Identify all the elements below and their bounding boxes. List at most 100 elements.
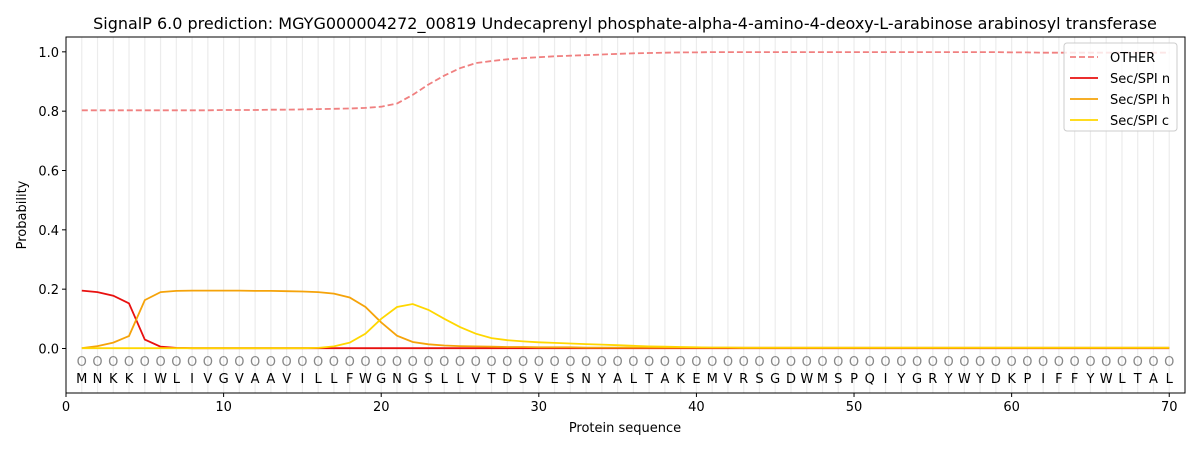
residue-label: S [519,372,527,387]
residue-label: I [300,372,304,387]
y-tick-label: 0.6 [38,165,59,180]
residue-label: N [392,372,402,387]
residue-label: Q [865,372,875,387]
plot-frame [65,36,1186,394]
position-marker: O [754,355,764,370]
position-marker: O [959,355,969,370]
residue-label: S [755,372,763,387]
y-axis-label: Probability [15,180,30,249]
residue-label: N [93,372,103,387]
position-marker: O [1164,355,1174,370]
residue-label: A [1149,372,1158,387]
position-marker: O [849,355,859,370]
position-marker: O [896,355,906,370]
residue-label: L [456,372,464,387]
residue-label: D [786,372,796,387]
position-marker: O [471,355,481,370]
position-marker: O [250,355,260,370]
y-tick-label: 0.0 [38,343,59,358]
residue-label: R [928,372,937,387]
position-marker: O [613,355,623,370]
residue-label: F [346,372,353,387]
residue-label: K [125,372,134,387]
x-tick-label: 40 [688,400,705,415]
y-tick-label: 0.8 [38,105,59,120]
residue-label: D [991,372,1001,387]
residue-label: T [487,372,496,387]
residue-label: T [644,372,653,387]
position-marker: O [676,355,686,370]
position-marker: O [802,355,812,370]
position-marker: O [691,355,701,370]
position-marker: O [234,355,244,370]
residue-label: Y [597,372,606,387]
residue-label: A [266,372,275,387]
position-marker: O [912,355,922,370]
position-marker: O [171,355,181,370]
residue-label: A [613,372,622,387]
series-line-sec-spi-c [81,303,1170,350]
position-marker: O [644,355,654,370]
residue-label: F [1055,372,1062,387]
residue-label: K [676,372,685,387]
residue-label: G [770,372,780,387]
position-marker: O [1038,355,1048,370]
residue-label: A [251,372,260,387]
x-tick-label: 70 [1161,400,1178,415]
x-tick-label: 60 [1003,400,1020,415]
legend-box [1063,42,1178,132]
x-axis-ticks: 0 10 20 30 40 50 60 70 [62,393,1178,415]
position-marker: O [266,355,276,370]
residue-label: S [566,372,574,387]
legend-label: Sec/SPI h [1110,93,1170,108]
position-marker: O [140,355,150,370]
residue-label: G [912,372,922,387]
position-marker: O [297,355,307,370]
residue-label: Y [896,372,905,387]
residue-label: P [850,372,858,387]
position-marker: O [392,355,402,370]
position-marker: O [723,355,733,370]
position-marker: O [376,355,386,370]
residue-label: V [235,372,244,387]
residue-label: M [76,372,87,387]
series-line-sec-spi-h [81,289,1170,350]
position-marker: O [455,355,465,370]
legend-label: Sec/SPI n [1110,72,1170,87]
residue-label: Y [975,372,984,387]
position-marker: O [628,355,638,370]
residue-label: G [376,372,386,387]
residue-label: E [692,372,700,387]
position-marker: O [92,355,102,370]
legend: OTHER Sec/SPI n Sec/SPI h Sec/SPI c [1063,42,1178,132]
position-marker: O [865,355,875,370]
residue-label: V [282,372,291,387]
position-marker: O [770,355,780,370]
residue-label: T [1133,372,1142,387]
position-marker: O [282,355,292,370]
residue-label: V [723,372,732,387]
y-tick-label: 0.4 [38,224,59,239]
residue-label: F [1071,372,1078,387]
legend-label: Sec/SPI c [1110,114,1169,129]
position-marker: O [786,355,796,370]
position-marker: O [817,355,827,370]
chart-title: SignalP 6.0 prediction: MGYG000004272_00… [93,14,1157,34]
position-marker: O [439,355,449,370]
position-marker: O [975,355,985,370]
residue-label: G [408,372,418,387]
residue-label: W [800,372,813,387]
position-marker: O [77,355,87,370]
position-marker: O [707,355,717,370]
residue-label: V [534,372,543,387]
x-axis-label: Protein sequence [569,421,681,436]
residue-label: L [441,372,449,387]
residue-label: G [219,372,229,387]
residue-label: L [1118,372,1126,387]
residue-label: L [630,372,638,387]
series-line-sec-spi-n [81,289,1170,350]
position-marker: O [534,355,544,370]
position-marker: O [1148,355,1158,370]
y-tick-label: 1.0 [38,46,59,61]
